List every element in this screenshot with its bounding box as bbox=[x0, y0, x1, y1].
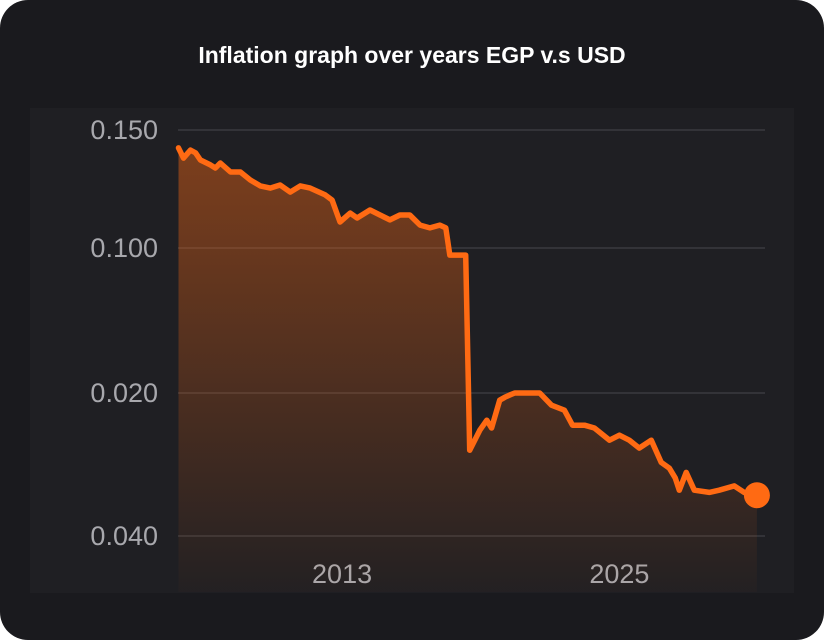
end-point bbox=[743, 482, 770, 509]
y-tick-label: 0.020 bbox=[90, 378, 158, 408]
line bbox=[175, 145, 760, 498]
y-tick-label: 0.040 bbox=[90, 521, 158, 551]
chart-title: Inflation graph over years EGP v.s USD bbox=[198, 42, 625, 68]
y-tick-label: 0.150 bbox=[90, 115, 158, 145]
y-tick-label: 0.100 bbox=[90, 233, 158, 263]
